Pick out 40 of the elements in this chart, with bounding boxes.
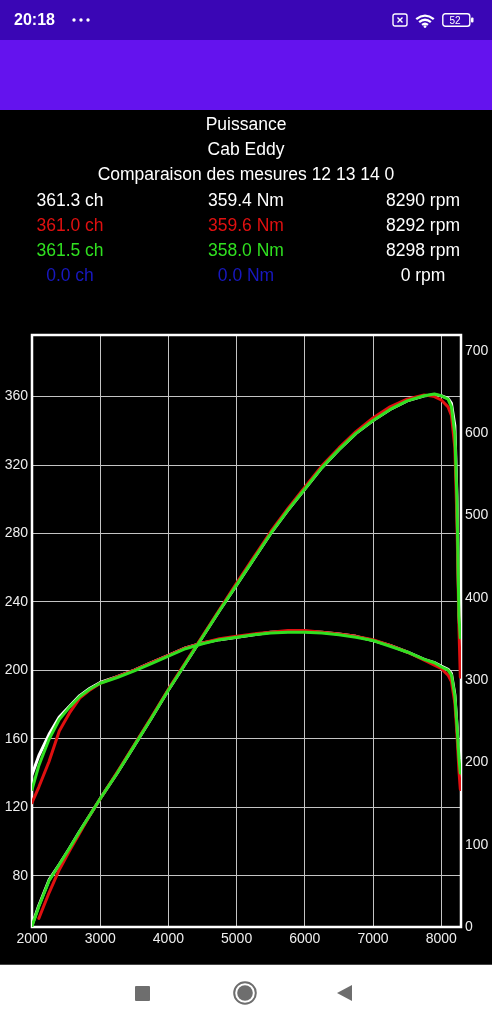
x-tick-label: 3000 xyxy=(84,930,116,947)
text: 358.0 Nm xyxy=(208,239,284,260)
x-tick-label: 2000 xyxy=(16,930,48,947)
text: 361.3 ch xyxy=(36,189,104,210)
y2-tick-label: 100 xyxy=(465,835,489,852)
y-tick-label: 280 xyxy=(4,524,29,541)
text: 20:18 xyxy=(14,10,55,30)
x-tick-label: 5000 xyxy=(221,930,253,947)
y2-tick-label: 600 xyxy=(465,423,489,440)
y2-tick-label: 0 xyxy=(465,917,473,934)
y-tick-label: 200 xyxy=(4,661,29,678)
text: 52 xyxy=(449,14,461,26)
x-tick-label: 4000 xyxy=(152,930,185,947)
x-tick-label: 6000 xyxy=(289,930,321,947)
text: 359.6 Nm xyxy=(208,214,284,235)
x-tick-label: 8000 xyxy=(425,930,457,947)
text: 0.0 ch xyxy=(46,264,94,285)
y2-tick-label: 700 xyxy=(465,341,489,358)
y-tick-label: 120 xyxy=(4,798,29,815)
chart-title: Puissance xyxy=(205,113,287,135)
text: 361.0 ch xyxy=(36,214,104,235)
text: 0.0 Nm xyxy=(217,264,275,285)
y-tick-label: 160 xyxy=(4,729,29,746)
text: 361.5 ch xyxy=(36,239,104,260)
text: 8292 rpm xyxy=(386,214,460,235)
text: 8298 rpm xyxy=(386,239,460,260)
y-tick-label: 80 xyxy=(12,866,29,883)
y2-tick-label: 500 xyxy=(465,506,489,523)
y2-tick-label: 200 xyxy=(465,753,489,770)
text: 0 rpm xyxy=(400,264,446,285)
text: 359.4 Nm xyxy=(208,189,284,210)
y2-tick-label: 300 xyxy=(465,670,489,687)
x-tick-label: 7000 xyxy=(357,930,389,947)
y2-tick-label: 400 xyxy=(465,588,489,605)
text: 8290 rpm xyxy=(386,189,460,210)
y-tick-label: 240 xyxy=(4,592,29,609)
text: Comparaison des mesures 12 13 14 0 xyxy=(97,163,395,185)
chart-subtitle: Cab Eddy xyxy=(207,138,285,160)
y-tick-label: 360 xyxy=(4,387,29,404)
y-tick-label: 320 xyxy=(4,455,29,472)
